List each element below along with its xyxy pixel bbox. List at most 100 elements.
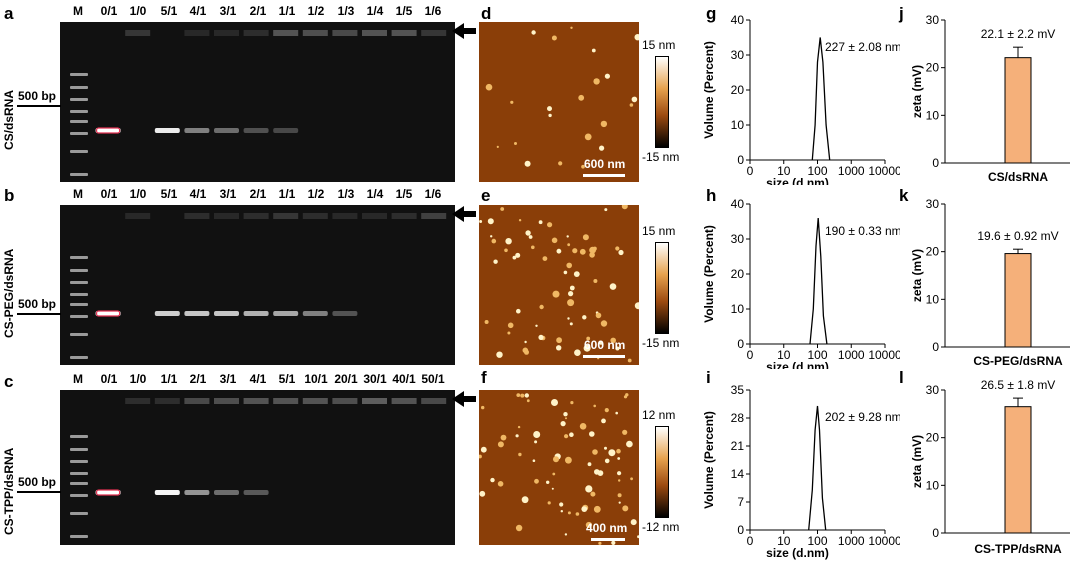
nanoparticle — [485, 83, 493, 91]
well-signal — [214, 30, 239, 36]
nanoparticle — [584, 133, 592, 141]
well-signal — [362, 30, 387, 36]
well-signal — [243, 398, 269, 404]
nanoparticle — [510, 100, 514, 104]
nanoparticle — [560, 510, 563, 513]
nanoparticle — [516, 393, 521, 397]
gel-a-lane-labels: M 0/1 1/0 5/1 4/1 3/1 2/1 1/1 1/2 1/3 1/… — [60, 4, 460, 20]
category-label: CS/dsRNA — [988, 170, 1048, 184]
y-tick-label: 28 — [731, 411, 745, 425]
x-tick-label: 10 — [777, 534, 791, 548]
x-tick-label: 10 — [777, 348, 791, 362]
arrow-icon — [452, 391, 476, 407]
y-tick-label: 0 — [737, 153, 744, 167]
nanoparticle — [604, 446, 607, 450]
zeta-bar — [1004, 406, 1032, 534]
ladder-band — [70, 110, 88, 113]
lane-label: 1/6 — [424, 4, 442, 18]
y-axis-label: Volume (Percent) — [702, 225, 716, 323]
nanoparticle — [487, 218, 494, 225]
y-axis-label: Volume (Percent) — [702, 411, 716, 509]
panel-letter-e: e — [481, 186, 491, 205]
afm-image-e — [479, 205, 639, 365]
colorbar-min: -15 nm — [642, 336, 680, 350]
lane-label: 1/1 — [160, 372, 178, 386]
nanoparticle — [609, 283, 617, 290]
panel-letter-d: d — [481, 4, 492, 23]
ladder-band — [70, 535, 88, 538]
well-signal — [273, 30, 299, 36]
lane-label: 20/1 — [334, 372, 358, 386]
nanoparticle — [507, 322, 514, 329]
y-tick-label: 30 — [731, 48, 745, 62]
nanoparticle — [547, 222, 553, 228]
lane-label: 3/1 — [219, 187, 237, 201]
dsrna-band — [214, 490, 239, 495]
ladder-band — [70, 303, 88, 306]
well-signal — [362, 398, 387, 404]
nanoparticle — [565, 456, 572, 464]
x-tick-label: 1000 — [838, 534, 865, 548]
nanoparticle — [591, 48, 596, 53]
nanoparticle — [539, 304, 544, 310]
arrow-icon — [452, 23, 476, 39]
lane-label: 1/2 — [307, 4, 325, 18]
nanoparticle — [618, 479, 621, 482]
nanoparticle — [490, 235, 493, 238]
scale-bar — [583, 355, 625, 358]
nanoparticle — [578, 94, 585, 101]
nanoparticle — [570, 401, 574, 405]
lane-label: 2/1 — [249, 4, 267, 18]
y-tick-label: 0 — [737, 337, 744, 351]
nanoparticle — [604, 408, 609, 413]
nanoparticle — [615, 246, 620, 251]
nanoparticle — [505, 238, 512, 245]
nanoparticle — [573, 271, 580, 277]
nanoparticle — [566, 262, 572, 269]
dls-chart-h: 0 10 20 30 40 0 10 100 1000 10000 size (d.nm) Volum… — [702, 197, 900, 369]
x-axis-label: size (d.nm) — [766, 546, 829, 560]
y-tick-label: 35 — [731, 383, 745, 397]
category-label: CS-PEG/dsRNA — [973, 354, 1063, 368]
nanoparticle — [592, 449, 598, 455]
nanoparticle — [568, 291, 574, 297]
nanoparticle — [534, 440, 538, 444]
nanoparticle — [582, 315, 587, 320]
gel-a-sample-label: CS/dsRNA — [2, 89, 16, 150]
well-signal — [332, 30, 358, 36]
nanoparticle — [575, 512, 580, 516]
well-signal — [362, 213, 387, 219]
nanoparticle — [479, 454, 482, 459]
nanoparticle — [601, 418, 606, 424]
lane-label: 0/1 — [100, 4, 118, 18]
x-tick-label: 10000 — [868, 164, 900, 178]
y-tick-label: 7 — [737, 495, 744, 509]
nanoparticle — [593, 404, 596, 408]
ladder-band — [70, 293, 88, 296]
x-tick-label: 10000 — [868, 348, 900, 362]
y-tick-label: 10 — [731, 118, 745, 132]
lane-label: 4/1 — [189, 4, 207, 18]
well-signal — [302, 398, 328, 404]
well-signal — [302, 30, 328, 36]
nanoparticle — [481, 405, 485, 410]
nanoparticle — [572, 248, 578, 254]
ladder-band — [70, 482, 88, 485]
nanoparticle — [567, 299, 575, 307]
panel-letter-b: b — [4, 186, 15, 205]
nanoparticle — [569, 285, 575, 291]
nanoparticle — [497, 441, 504, 448]
zeta-annotation: 19.6 ± 0.92 mV — [977, 229, 1058, 243]
afm-image-d — [479, 22, 639, 182]
nanoparticle — [500, 207, 505, 211]
saturated-band-outline — [95, 127, 121, 134]
nanoparticle — [567, 243, 571, 247]
well-signal — [184, 213, 210, 219]
y-tick-label: 10 — [926, 108, 940, 122]
panel-letter-g: g — [706, 4, 717, 23]
nanoparticle — [528, 235, 533, 239]
nanoparticle — [507, 331, 511, 335]
well-signal — [391, 398, 417, 404]
nanoparticle — [496, 351, 503, 358]
gel-b-lane-labels: M 0/1 1/0 5/1 4/1 3/1 2/1 1/1 1/2 1/3 1/… — [60, 187, 460, 203]
